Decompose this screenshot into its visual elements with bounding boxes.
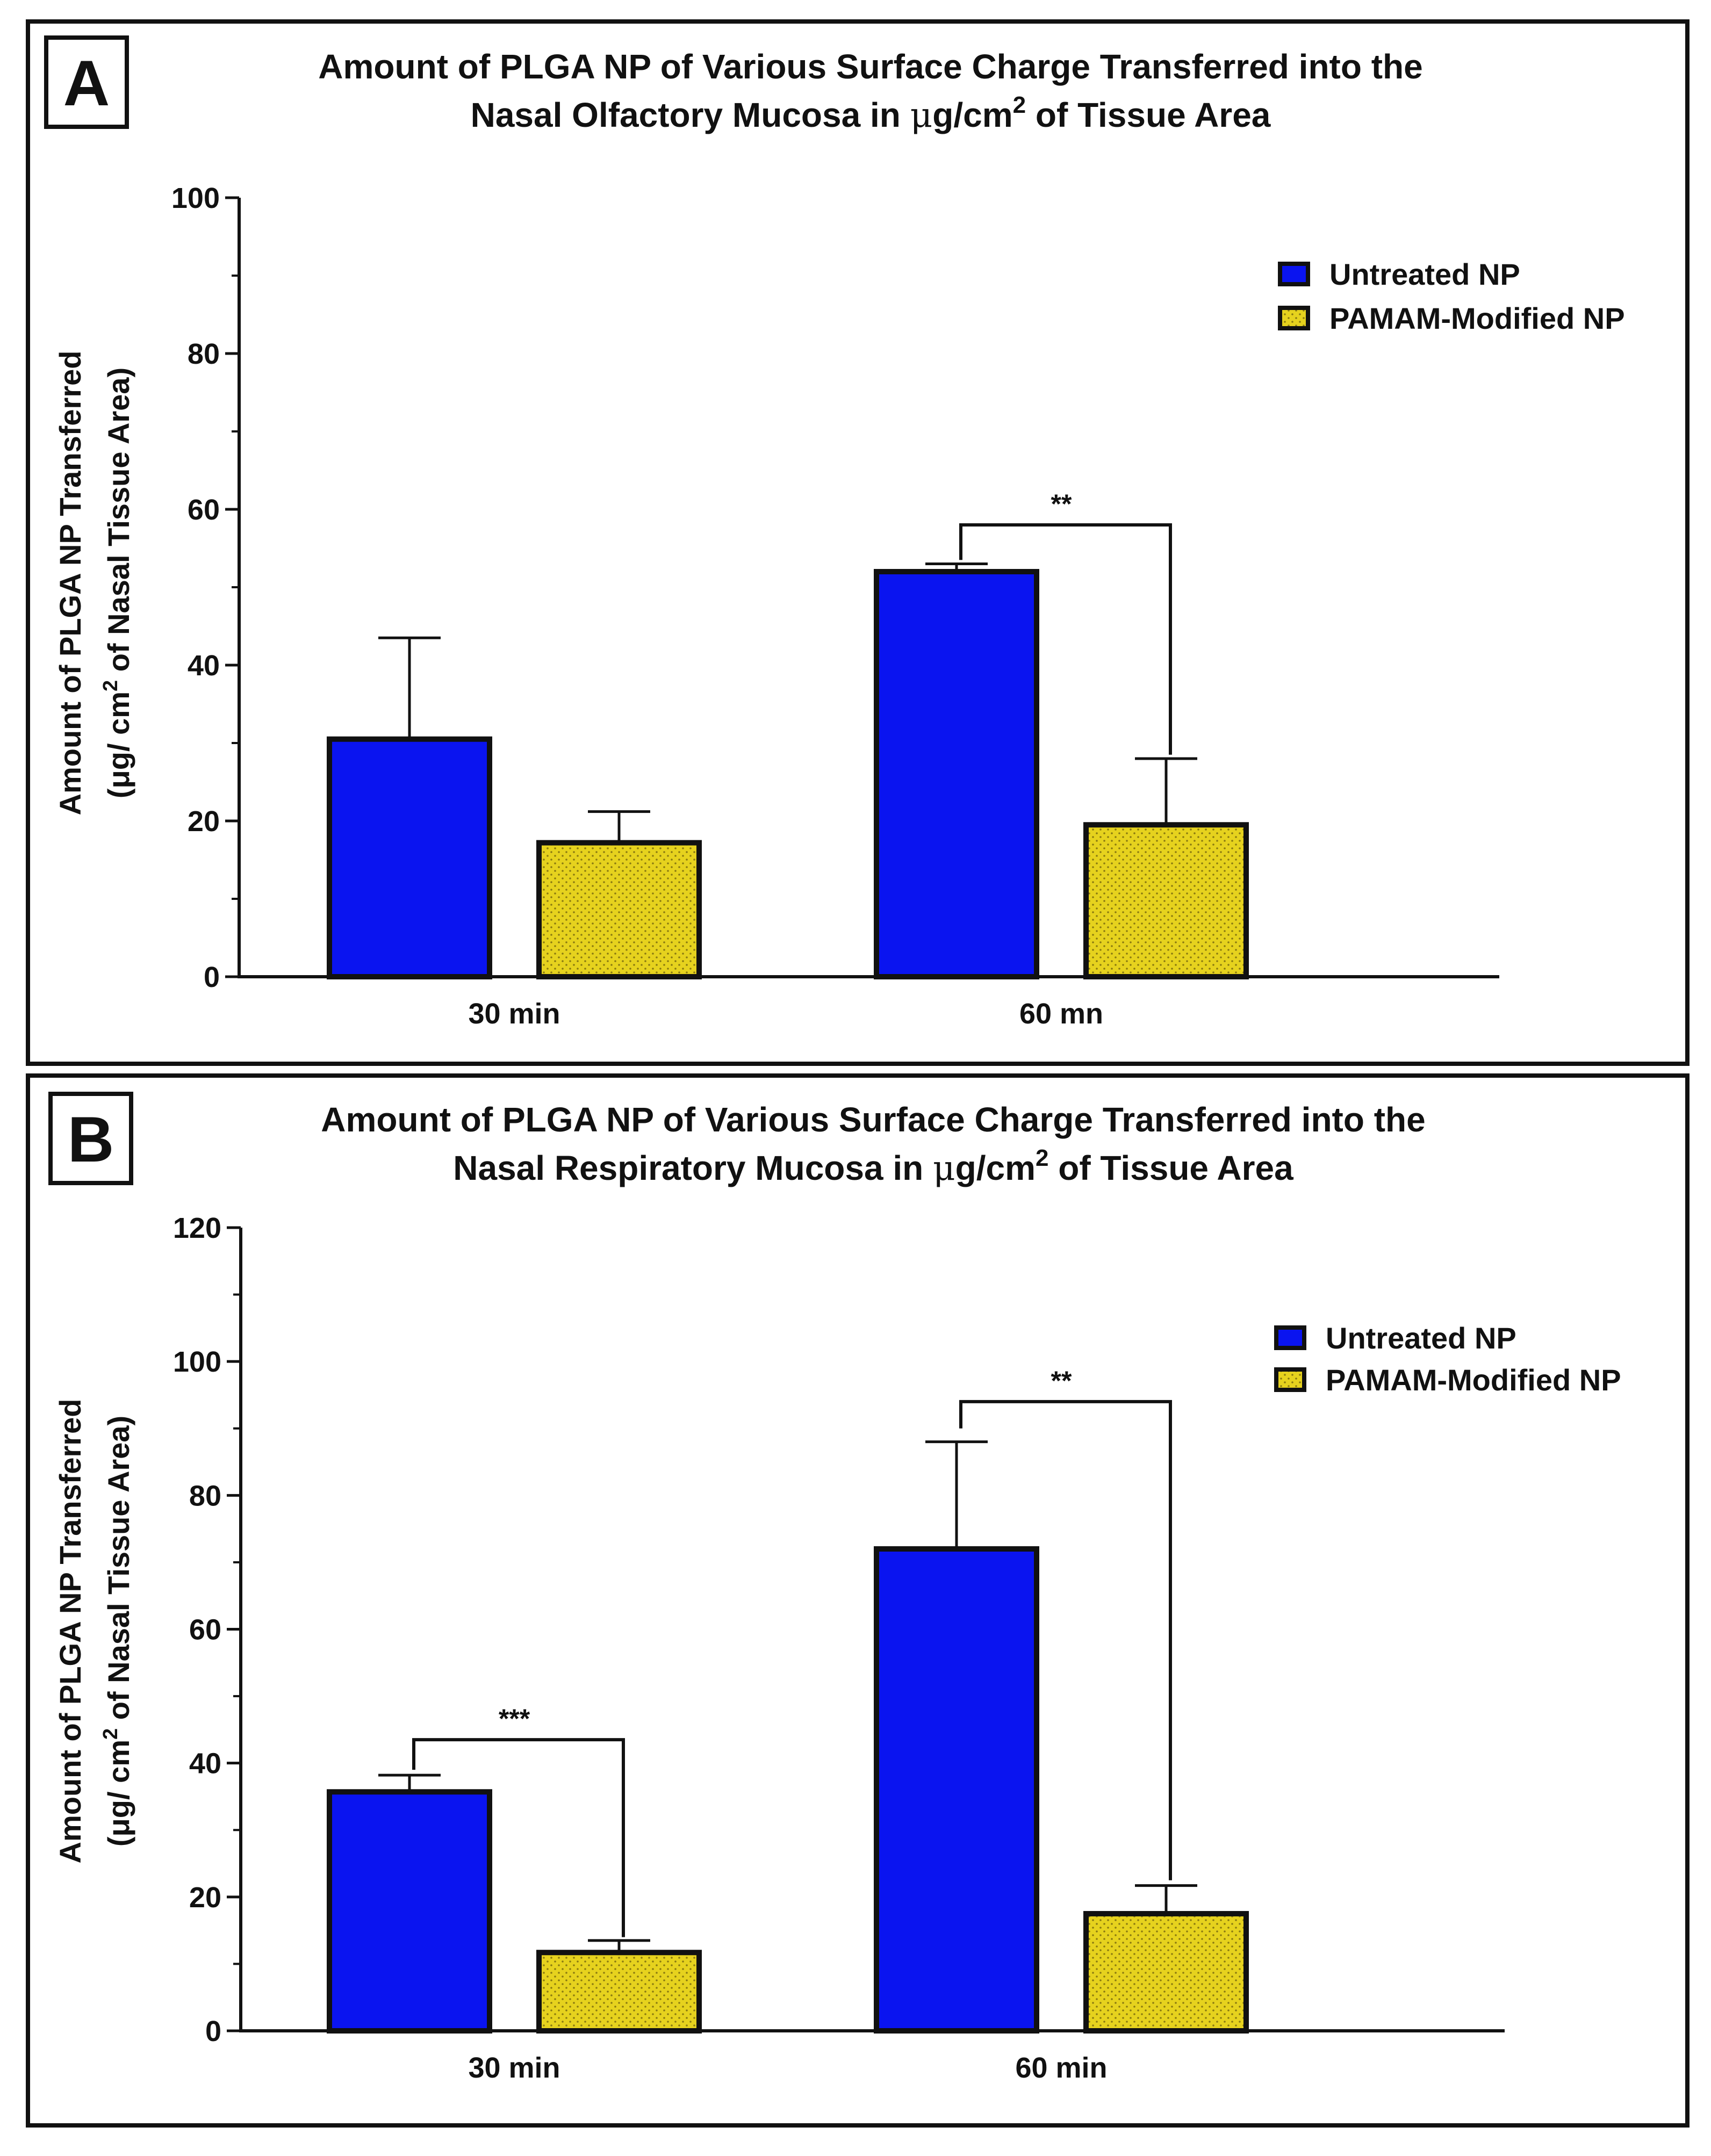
panel-b-frame (26, 1073, 1690, 2128)
panel-a-title-sup: 2 (1013, 92, 1026, 118)
panel-b-significance-bracket (412, 1738, 625, 1937)
panel-a-bar-untreated (874, 569, 1039, 979)
panel-a: A Amount of PLGA NP of Various Surface C… (26, 19, 1690, 1066)
panel-b-legend-label: PAMAM-Modified NP (1326, 1363, 1621, 1397)
panel-b-legend-swatch-pamam (1274, 1367, 1306, 1392)
panel-a-ytick-label: 40 (188, 650, 220, 682)
panel-a-category-label: 30 min (468, 998, 560, 1030)
panel-b-ylabel-prefix: (μg/ cm (102, 1740, 135, 1847)
panel-b: B Amount of PLGA NP of Various Surface C… (26, 1073, 1690, 2128)
panel-b-ytick-label: 60 (189, 1614, 221, 1646)
panel-b-ytick-label: 120 (173, 1212, 221, 1244)
panel-a-ytick-label: 0 (204, 961, 220, 993)
panel-b-ytick-label: 0 (205, 2015, 221, 2047)
panel-a-bar-pamam (536, 840, 702, 979)
panel-b-title-unit: g/cm (955, 1149, 1036, 1187)
panel-b-ylabel-suffix: of Nasal Tissue Area) (102, 1416, 135, 1728)
panel-b-label: B (68, 1104, 114, 1176)
panel-b-ytick-label: 20 (189, 1881, 221, 1914)
panel-a-legend: Untreated NP PAMAM-Modified NP (1278, 257, 1625, 335)
panel-b-title-line1: Amount of PLGA NP of Various Surface Cha… (321, 1100, 1425, 1139)
panel-a-legend-label: Untreated NP (1329, 257, 1520, 291)
panel-b-ylabel-line2: (μg/ cm2 of Nasal Tissue Area) (99, 1416, 135, 1847)
panel-a-category-label: 60 mn (1019, 998, 1103, 1030)
panel-b-label-box (48, 1092, 133, 1185)
panel-a-bar-untreated (327, 736, 492, 979)
panel-a-title-line1: Amount of PLGA NP of Various Surface Cha… (318, 47, 1422, 86)
panel-a-legend-swatch-pamam (1278, 306, 1310, 330)
panel-a-title-unit: g/cm (932, 96, 1012, 134)
panel-b-ylabel: Amount of PLGA NP Transferred (μg/ cm2 o… (53, 1399, 135, 1864)
panel-b-ytick-label: 100 (173, 1346, 221, 1378)
panel-b-title-sup: 2 (1036, 1145, 1048, 1171)
panel-a-ylabel-line2: (μg/ cm2 of Nasal Tissue Area) (99, 367, 135, 798)
panel-a-ylabel-sup: 2 (99, 680, 122, 691)
panel-b-legend: Untreated NP PAMAM-Modified NP (1274, 1321, 1621, 1397)
panel-b-title-line2: Nasal Respiratory Mucosa in μg/cm2 of Ti… (453, 1145, 1293, 1188)
panel-a-ylabel-suffix: of Nasal Tissue Area) (102, 367, 135, 680)
panel-a-ytick-label: 100 (171, 182, 220, 214)
panel-b-bar-untreated (327, 1789, 492, 2034)
panel-b-title-prefix: Nasal Respiratory Mucosa in (453, 1149, 933, 1187)
panel-b-significance-bracket (959, 1400, 1172, 1880)
panel-a-title-suffix: of Tissue Area (1026, 96, 1271, 134)
panel-a-ytick-label: 60 (188, 494, 220, 526)
panel-a-title-mu: μ (910, 96, 933, 135)
panel-b-ylabel-sup: 2 (99, 1728, 122, 1740)
panel-a-significance-label: ** (1051, 489, 1072, 519)
panel-b-legend-label: Untreated NP (1326, 1321, 1516, 1355)
panel-b-bar-pamam (1083, 1910, 1249, 2034)
panel-a-ylabel: Amount of PLGA NP Transferred (μg/ cm2 o… (53, 351, 135, 816)
panel-b-title-suffix: of Tissue Area (1048, 1149, 1293, 1187)
panel-a-ytick-label: 80 (188, 338, 220, 370)
panel-b-title-mu: μ (933, 1149, 955, 1188)
panel-b-bar-pamam (536, 1950, 702, 2034)
panel-b-ytick-label: 40 (189, 1748, 221, 1780)
panel-a-label-box (44, 35, 129, 129)
panel-a-bar-pamam (1083, 822, 1249, 979)
panel-a-ylabel-prefix: (μg/ cm (102, 691, 135, 798)
panel-b-ylabel-line1: Amount of PLGA NP Transferred (53, 1399, 87, 1864)
panel-a-legend-label: PAMAM-Modified NP (1329, 301, 1625, 335)
panel-a-label: A (63, 47, 110, 119)
panel-b-category-label: 30 min (468, 2052, 560, 2084)
panel-a-significance-bracket (959, 523, 1172, 755)
panel-b-category-label: 60 min (1015, 2052, 1107, 2084)
panel-a-plot: 0 20 40 60 80 100 30 min 60 mn ** (171, 182, 1499, 1030)
panel-a-ylabel-line1: Amount of PLGA NP Transferred (53, 351, 87, 816)
panel-a-legend-swatch-untreated (1278, 262, 1310, 286)
panel-a-title-prefix: Nasal Olfactory Mucosa in (471, 96, 910, 134)
panel-b-ytick-label: 80 (189, 1480, 221, 1512)
panel-a-frame (26, 19, 1690, 1066)
panel-b-significance-label: ** (1051, 1366, 1072, 1396)
panel-b-significance-label: *** (499, 1704, 530, 1734)
panel-b-legend-swatch-untreated (1274, 1325, 1306, 1350)
panel-a-ytick-label: 20 (188, 805, 220, 838)
panel-a-title-line2: Nasal Olfactory Mucosa in μg/cm2 of Tiss… (471, 92, 1271, 135)
panel-b-bar-untreated (874, 1546, 1039, 2034)
